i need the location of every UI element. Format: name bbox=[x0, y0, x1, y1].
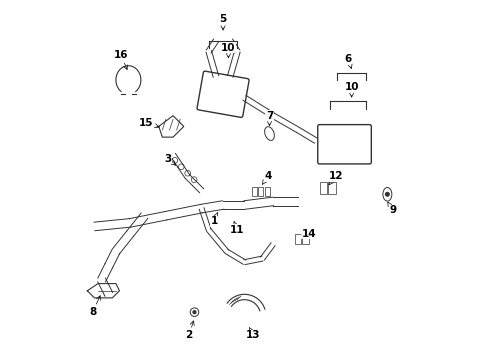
Text: 12: 12 bbox=[327, 171, 342, 185]
Bar bbox=[294, 234, 300, 244]
Text: 13: 13 bbox=[245, 327, 260, 341]
Text: 2: 2 bbox=[185, 321, 194, 341]
Text: 10: 10 bbox=[344, 82, 358, 97]
FancyBboxPatch shape bbox=[197, 71, 248, 117]
Text: 11: 11 bbox=[230, 222, 244, 235]
Bar bbox=[302, 234, 308, 244]
Text: 14: 14 bbox=[301, 229, 315, 239]
Text: 1: 1 bbox=[210, 213, 217, 226]
Text: 8: 8 bbox=[89, 296, 100, 317]
Text: 16: 16 bbox=[114, 50, 128, 69]
Text: 9: 9 bbox=[387, 202, 395, 215]
Text: 15: 15 bbox=[139, 118, 159, 128]
Text: 3: 3 bbox=[164, 154, 175, 165]
Bar bbox=[264, 187, 269, 196]
Text: 6: 6 bbox=[344, 54, 351, 68]
Bar bbox=[251, 187, 256, 196]
FancyBboxPatch shape bbox=[317, 125, 370, 164]
Bar bbox=[328, 182, 335, 194]
Text: 7: 7 bbox=[265, 111, 273, 126]
Text: 10: 10 bbox=[221, 43, 235, 58]
Text: 5: 5 bbox=[219, 14, 226, 30]
Bar bbox=[319, 182, 326, 194]
Circle shape bbox=[385, 193, 388, 196]
Circle shape bbox=[193, 311, 196, 314]
Text: 4: 4 bbox=[262, 171, 271, 184]
Bar bbox=[258, 187, 263, 196]
